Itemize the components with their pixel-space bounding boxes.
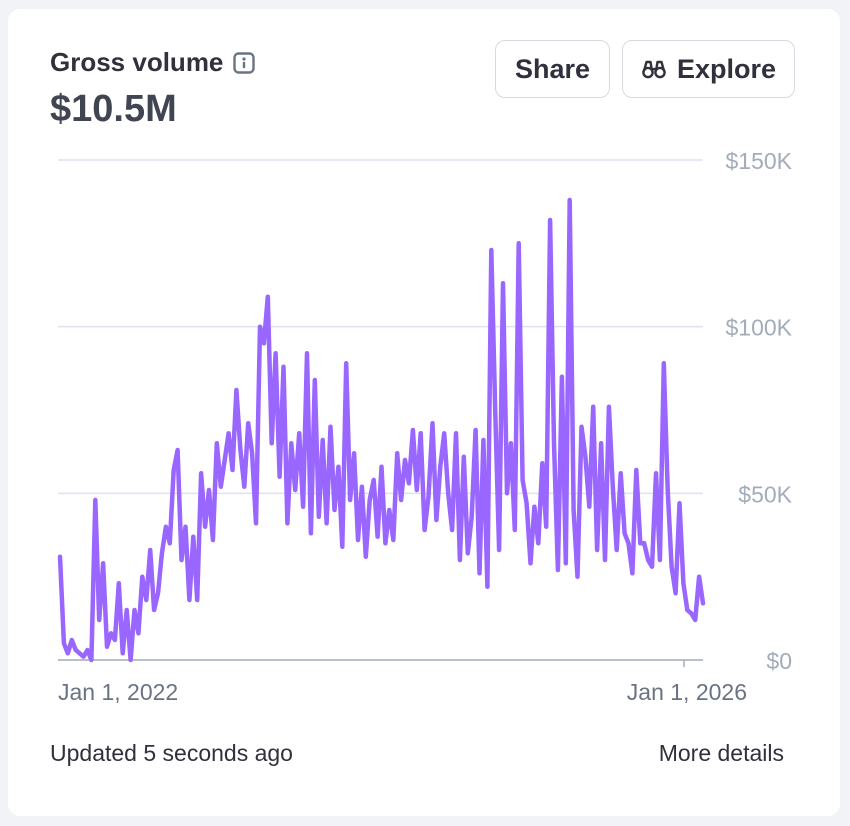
card-title: Gross volume: [50, 47, 224, 77]
share-button[interactable]: Share: [495, 40, 610, 98]
x-tick-label: Jan 1, 2022: [58, 679, 178, 705]
series-line: [57, 197, 706, 663]
info-icon[interactable]: [232, 51, 256, 75]
explore-button[interactable]: Explore: [622, 40, 795, 98]
y-tick-label: $100K: [725, 315, 792, 341]
gross-volume-card: [8, 9, 840, 816]
x-tick-label: Jan 1, 2026: [627, 679, 747, 705]
more-details-link[interactable]: More details: [658, 740, 784, 766]
card-header: Gross volume: [50, 47, 256, 78]
updated-timestamp: Updated 5 seconds ago: [50, 740, 293, 766]
y-tick-label: $150K: [725, 148, 792, 174]
y-tick-label: $50K: [738, 481, 792, 507]
binoculars-icon: [642, 60, 666, 79]
y-tick-label: $0: [766, 648, 792, 674]
share-button-label: Share: [514, 53, 591, 84]
explore-button-label: Explore: [676, 53, 777, 84]
gross-volume-value: $10.5M: [50, 88, 177, 130]
